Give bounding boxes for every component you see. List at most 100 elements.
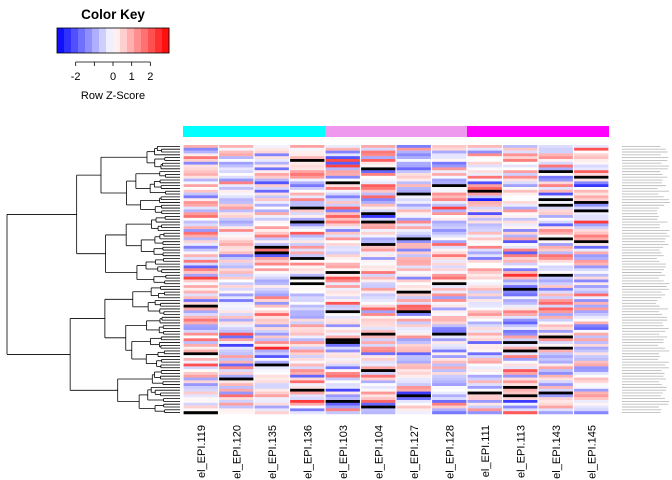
heatmap-cell: [503, 310, 538, 314]
heatmap-cell: [503, 240, 538, 244]
heatmap-cell: [538, 173, 573, 177]
heatmap-cell: [574, 391, 609, 395]
heatmap-cell: [503, 357, 538, 362]
heatmap-cell: [396, 352, 431, 356]
heatmap-cell: [467, 377, 502, 381]
heatmap-cell: [396, 240, 431, 244]
heatmap-cell: [361, 229, 396, 233]
heatmap-cell: [503, 273, 538, 277]
heatmap-cell: [325, 329, 360, 333]
heatmap-cell: [467, 304, 502, 308]
heatmap-cell: [183, 187, 218, 191]
heatmap-cell: [432, 150, 467, 154]
heatmap-cell: [290, 184, 325, 188]
heatmap-cell: [254, 338, 289, 342]
heatmap-cell: [467, 371, 502, 376]
heatmap-cell: [432, 329, 467, 333]
heatmap-cell: [574, 290, 609, 294]
heatmap-cell: [503, 318, 538, 322]
heatmap-cell: [254, 343, 289, 347]
heatmap-cell: [503, 209, 538, 213]
heatmap-cell: [503, 159, 538, 163]
heatmap-cell: [538, 318, 573, 322]
heatmap-cell: [467, 234, 502, 238]
heatmap-cell: [432, 220, 467, 224]
heatmap-cell: [467, 408, 502, 412]
heatmap-cell: [432, 349, 467, 353]
heatmap-cell: [325, 408, 360, 412]
heatmap-cell: [290, 175, 325, 179]
heatmap-cell: [254, 245, 289, 249]
heatmap-cell: [219, 290, 254, 294]
heatmap-cell: [325, 145, 360, 149]
heatmap-cell: [503, 371, 538, 376]
heatmap-cell: [503, 254, 538, 258]
heatmap-cell: [467, 184, 502, 188]
heatmap-cell: [290, 366, 325, 370]
heatmap-cell: [432, 187, 467, 191]
heatmap-cell: [432, 282, 467, 286]
heatmap-cell: [574, 377, 609, 381]
heatmap-cell: [219, 399, 254, 404]
heatmap-cell: [467, 329, 502, 333]
heatmap-cell: [361, 259, 396, 263]
heatmap-cell: [219, 369, 254, 373]
heatmap-cell: [467, 357, 502, 362]
heatmap-cell: [325, 360, 360, 364]
heatmap-cell: [290, 349, 325, 353]
heatmap-cell: [183, 343, 218, 347]
heatmap-cell: [574, 310, 609, 314]
color-key-bin: [127, 28, 135, 53]
heatmap-cell: [219, 282, 254, 286]
heatmap-cell: [183, 245, 218, 249]
heatmap-cell: [574, 192, 609, 196]
heatmap-cell: [219, 150, 254, 154]
heatmap-cell: [538, 290, 573, 294]
heatmap-cell: [503, 369, 538, 373]
heatmap-cell: [219, 313, 254, 317]
heatmap-cell: [325, 251, 360, 255]
heatmap-cell: [467, 293, 502, 297]
heatmap-cell: [290, 369, 325, 373]
heatmap-cell: [325, 380, 360, 384]
heatmap-cell: [361, 234, 396, 238]
heatmap-cell: [183, 153, 218, 157]
heatmap-cell: [254, 318, 289, 322]
heatmap-cell: [361, 276, 396, 280]
heatmap-cell: [574, 198, 609, 202]
heatmap-cell: [254, 265, 289, 269]
heatmap-cell: [574, 279, 609, 283]
heatmap-cell: [396, 296, 431, 300]
heatmap-cell: [290, 324, 325, 328]
heatmap-cell: [254, 156, 289, 160]
heatmap-cell: [183, 237, 218, 241]
heatmap-cell: [538, 388, 573, 392]
heatmap-cell: [396, 231, 431, 235]
heatmap-cell: [183, 279, 218, 283]
heatmap-cell: [396, 251, 431, 255]
heatmap-cell: [361, 243, 396, 247]
heatmap-cell: [574, 164, 609, 168]
heatmap-cell: [325, 262, 360, 266]
heatmap-cell: [183, 181, 218, 185]
heatmap-cell: [538, 243, 573, 247]
heatmap-cell: [503, 290, 538, 294]
heatmap-cell: [290, 315, 325, 319]
heatmap-cell: [467, 332, 502, 336]
heatmap-cell: [219, 187, 254, 191]
heatmap-cell: [290, 282, 325, 286]
heatmap-cell: [325, 178, 360, 182]
heatmap-cell: [538, 408, 573, 412]
heatmap-cell: [396, 184, 431, 188]
heatmap-cell: [503, 223, 538, 227]
heatmap-cell: [183, 397, 218, 401]
heatmap-cell: [467, 161, 502, 165]
heatmap-cell: [183, 273, 218, 277]
heatmap-cell: [325, 223, 360, 227]
heatmap-cell: [467, 335, 502, 339]
heatmap-cell: [254, 411, 289, 415]
heatmap-cell: [538, 167, 573, 171]
heatmap-cell: [467, 338, 502, 342]
heatmap-cell: [290, 271, 325, 275]
heatmap-cell: [254, 268, 289, 272]
